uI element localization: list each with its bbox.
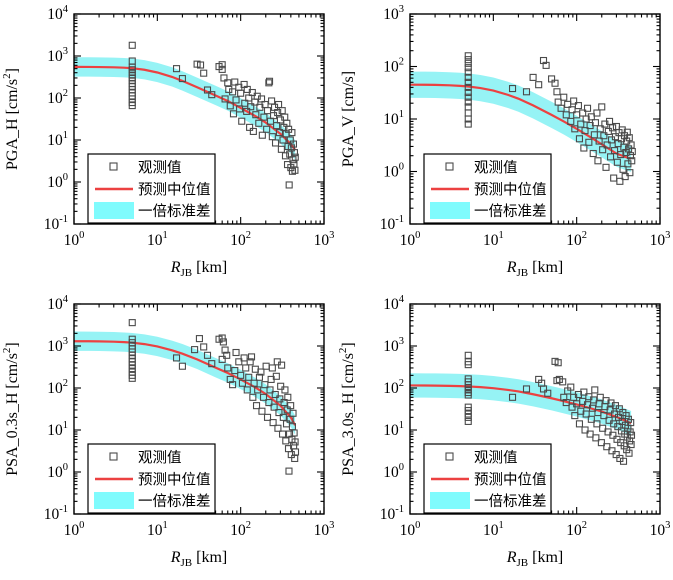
svg-text:102: 102 [383,57,404,76]
svg-text:103: 103 [314,230,335,249]
svg-text:100: 100 [383,462,404,481]
y-axis-title: PSA_0.3s_H [cm/s2] [1,342,21,476]
legend-median-label: 预测中位值 [474,472,547,489]
legend-band-swatch [430,492,470,509]
svg-text:101: 101 [483,520,504,539]
axes-frame [409,303,661,515]
svg-text:10-1: 10-1 [380,504,404,523]
x-axis-title: RJB [km] [170,549,228,569]
y-axis-title: PGA_V [cm/s] [340,71,357,167]
chart-psa-3p0s-h: 100 101 102 10310-1100101102103104PSA_3.0s_… [336,290,673,580]
svg-text:101: 101 [147,230,168,249]
svg-text:104: 104 [47,4,69,23]
svg-text:103: 103 [650,520,671,539]
svg-text:102: 102 [566,230,587,249]
legend-observed-marker [445,162,454,171]
svg-text:103: 103 [47,46,68,65]
svg-text:100: 100 [64,230,85,249]
svg-text:101: 101 [47,130,68,149]
svg-text:100: 100 [64,520,85,539]
legend-observed-label: 观测值 [138,160,182,177]
subplot-pga-v: 100 101 102 103 10-1 100 101 102 103 PGA_V [cm/s]… [336,0,673,290]
observed-points [128,41,299,189]
svg-text:100: 100 [400,230,421,249]
svg-text:10-1: 10-1 [44,214,68,233]
observed-points [128,319,300,475]
svg-text:102: 102 [230,230,251,249]
svg-text:102: 102 [47,88,68,107]
legend-observed-label: 观测值 [474,450,518,467]
svg-text:10-1: 10-1 [44,504,68,523]
svg-text:103: 103 [47,336,68,355]
x-axis-title: RJB [km] [506,549,564,569]
x-axis-title: RJB [km] [170,259,228,279]
svg-text:102: 102 [566,520,587,539]
legend-band-label: 一倍标准差 [138,203,211,220]
legend-observed-marker [445,452,454,461]
svg-text:100: 100 [400,520,421,539]
median-line [73,65,296,151]
axis-ticks [409,303,661,515]
legend-band-label: 一倍标准差 [474,203,547,220]
legend-band-label: 一倍标准差 [474,493,547,510]
svg-text:102: 102 [230,520,251,539]
legend-observed-label: 观测值 [474,160,518,177]
x-axis-title: RJB [km] [506,259,564,279]
median-line [409,384,632,425]
svg-text:100: 100 [47,172,68,191]
observed-points [464,52,636,185]
svg-text:103: 103 [383,336,404,355]
subplot-pga-h: 100 101 102 103 10-1 100 101 102 103 104 PGA_H [cm… [0,0,336,290]
svg-text:101: 101 [47,420,68,439]
svg-text:103: 103 [383,4,404,23]
svg-text:102: 102 [383,378,404,397]
svg-text:103: 103 [650,230,671,249]
legend-median-label: 预测中位值 [138,472,211,489]
subplot-psa-0p3s-h: 100 101 102 103 10-1 100 101 102 103 104 PSA_0.3s_… [0,290,336,580]
legend-band-label: 一倍标准差 [138,493,211,510]
svg-text:10-1: 10-1 [380,214,404,233]
subplot-psa-3p0s-h: 100 101 102 103 10-1 100 101 102 103 104 PSA_3.0s_… [336,290,673,580]
legend-band-swatch [94,492,134,509]
axes-frame [73,13,325,225]
axes-frame [73,303,325,515]
svg-text:102: 102 [47,378,68,397]
legend-observed-marker [109,162,118,171]
svg-text:101: 101 [147,520,168,539]
legend-observed-label: 观测值 [138,450,182,467]
legend-band-swatch [430,202,470,219]
y-axis-title: PGA_H [cm/s2] [1,68,21,170]
svg-text:101: 101 [483,230,504,249]
svg-text:104: 104 [383,294,405,313]
svg-text:100: 100 [47,462,68,481]
legend-median-label: 预测中位值 [138,182,211,199]
legend-band-swatch [94,202,134,219]
y-axis-title: PSA_3.0s_H [cm/s2] [337,342,357,476]
svg-text:101: 101 [383,420,404,439]
svg-text:104: 104 [47,294,69,313]
chart-psa-0p3s-h: 100 101 102 10310-1100101102103104PSA_0.3s_… [0,290,336,580]
legend-median-label: 预测中位值 [474,182,547,199]
legend-observed-marker [109,452,118,461]
svg-text:101: 101 [383,109,404,128]
axis-ticks [409,13,661,225]
svg-text:103: 103 [314,520,335,539]
observed-points [464,351,636,465]
svg-text:100: 100 [383,162,404,181]
